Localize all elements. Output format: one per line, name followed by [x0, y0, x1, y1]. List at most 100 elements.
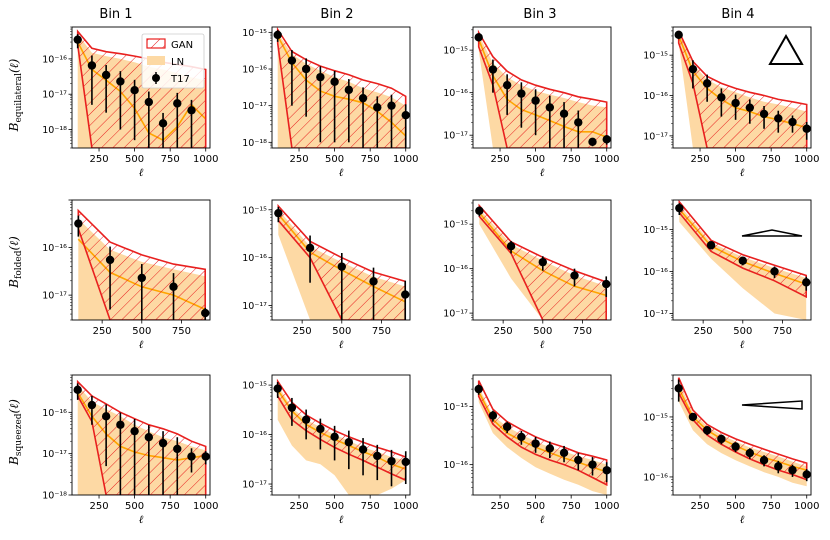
t17-point — [273, 30, 282, 40]
t17-point — [316, 72, 325, 82]
t17-point — [545, 103, 555, 112]
y-tick-label: 10⁻¹⁸ — [242, 138, 267, 149]
y-tick-label: 10⁻¹⁵ — [443, 220, 468, 231]
t17-point — [87, 61, 97, 70]
y-tick-label: 10⁻¹⁶ — [242, 253, 267, 264]
t17-point — [574, 118, 583, 127]
t17-point — [774, 114, 783, 123]
panel-folded-3: 250 500 750 ℓ 10⁻¹⁷ 10⁻¹⁶ 10⁻¹⁵ — [443, 199, 612, 351]
y-tick-label: 10⁻¹⁷ — [643, 309, 668, 320]
panel-plot-area — [273, 378, 410, 495]
t17-point — [675, 203, 684, 213]
t17-point — [173, 444, 182, 454]
y-tick-label: 10⁻¹⁶ — [242, 430, 267, 441]
panel-plot-area — [674, 30, 811, 148]
x-tick-label: 1000 — [193, 501, 218, 512]
x-axis-label: ℓ — [740, 166, 745, 179]
x-axis-label: ℓ — [740, 338, 745, 351]
x-tick-label: 750 — [773, 326, 792, 337]
panel-frame — [71, 374, 211, 496]
t17-point — [169, 282, 178, 291]
y-tick-label: 10⁻¹⁶ — [42, 243, 67, 254]
panel-squeezed-1: 250 500 750 1000 ℓ 10⁻¹⁸ 10⁻¹⁷ 10⁻¹⁶ — [42, 374, 218, 526]
y-tick-label: 10⁻¹⁷ — [443, 309, 468, 320]
ylabel-arg: (ℓ) — [7, 236, 21, 251]
x-axis-label: ℓ — [139, 338, 144, 351]
panel-frame — [71, 26, 211, 149]
y-tick-label: 10⁻¹⁵ — [242, 28, 267, 39]
t17-point — [738, 256, 747, 265]
y-tick-label: 10⁻¹⁶ — [443, 264, 468, 275]
y-tick-label: 10⁻¹⁶ — [443, 88, 468, 99]
panel-squeezed-4: 250 500 750 1000 ℓ 10⁻¹⁶ 10⁻¹⁵ — [643, 374, 819, 526]
t17-point — [688, 64, 698, 74]
x-tick-label: 500 — [125, 154, 144, 165]
x-axis-label: ℓ — [339, 513, 344, 526]
t17-point — [745, 448, 755, 458]
t17-point — [330, 432, 339, 442]
x-tick-label: 250 — [93, 326, 112, 337]
x-tick-label: 500 — [533, 326, 552, 337]
panel-squeezed-3: 250 500 750 1000 ℓ 10⁻¹⁶ 10⁻¹⁵ — [443, 374, 619, 526]
t17-point — [602, 466, 611, 475]
x-axis-label: ℓ — [540, 166, 545, 179]
x-axis-label: ℓ — [339, 338, 344, 351]
ylabel-folded: Bfolded(ℓ) — [7, 236, 24, 289]
panel-equilateral-3: 250 500 750 1000 ℓ 10⁻¹⁷ 10⁻¹⁶ 10⁻¹⁵ — [443, 26, 619, 179]
bin-title: Bin 1 — [99, 7, 132, 22]
ylabel-sub: folded — [14, 250, 24, 279]
panel-equilateral-4: 250 500 750 1000 ℓ 10⁻¹⁷ 10⁻¹⁶ 10⁻¹⁵ — [643, 26, 819, 179]
t17-point — [105, 255, 115, 265]
t17-point — [101, 412, 111, 421]
t17-point — [274, 208, 283, 218]
t17-point — [602, 279, 611, 289]
t17-point — [759, 456, 769, 465]
t17-point — [301, 64, 311, 74]
panel-frame — [271, 26, 411, 149]
t17-point — [702, 79, 712, 88]
panel-plot-area — [475, 203, 611, 320]
y-tick-label: 10⁻¹⁵ — [443, 402, 468, 413]
x-tick-label: 500 — [726, 501, 745, 512]
t17-point — [602, 135, 611, 144]
x-tick-label: 500 — [125, 501, 144, 512]
x-tick-label: 750 — [562, 154, 581, 165]
panel-plot-area — [273, 27, 410, 148]
ylabel-arg: (ℓ) — [7, 58, 21, 73]
x-tick-label: 1000 — [794, 501, 819, 512]
y-tick-label: 10⁻¹⁷ — [242, 480, 267, 491]
t17-point — [574, 455, 583, 465]
y-tick-label: 10⁻¹⁵ — [643, 225, 668, 236]
panel-folded-1: 250 500 750 ℓ 10⁻¹⁷ 10⁻¹⁶ — [42, 199, 211, 351]
t17-point — [358, 445, 368, 454]
x-tick-label: 250 — [694, 326, 713, 337]
y-tick-label: 10⁻¹⁸ — [42, 125, 67, 136]
panel-plot-area — [474, 380, 611, 495]
panel-equilateral-1: 250 500 750 1000 ℓ 10⁻¹⁸ 10⁻¹⁷ 10⁻¹⁶ — [42, 26, 218, 179]
t17-point — [517, 432, 526, 442]
t17-point — [802, 124, 811, 133]
t17-point — [73, 35, 82, 44]
x-tick-label: 250 — [293, 326, 312, 337]
t17-point — [369, 277, 378, 286]
t17-point — [531, 96, 540, 105]
panel-frame — [472, 199, 612, 321]
t17-point — [759, 109, 769, 119]
t17-point — [401, 290, 410, 299]
y-tick-label: 10⁻¹⁷ — [443, 131, 468, 142]
y-tick-label: 10⁻¹⁵ — [242, 205, 267, 216]
t17-point — [506, 241, 516, 251]
t17-point — [717, 93, 726, 102]
x-tick-label: 1000 — [393, 154, 418, 165]
x-tick-label: 750 — [361, 154, 380, 165]
t17-point — [531, 439, 540, 448]
y-tick-label: 10⁻¹⁶ — [643, 472, 668, 483]
legend-gan-label: GAN — [171, 40, 193, 51]
t17-point — [130, 426, 139, 436]
t17-point — [305, 243, 315, 253]
folded-triangle-icon — [741, 229, 803, 237]
t17-point — [73, 385, 82, 395]
x-tick-label: 500 — [332, 326, 351, 337]
x-tick-label: 500 — [325, 154, 344, 165]
t17-point — [538, 257, 547, 267]
